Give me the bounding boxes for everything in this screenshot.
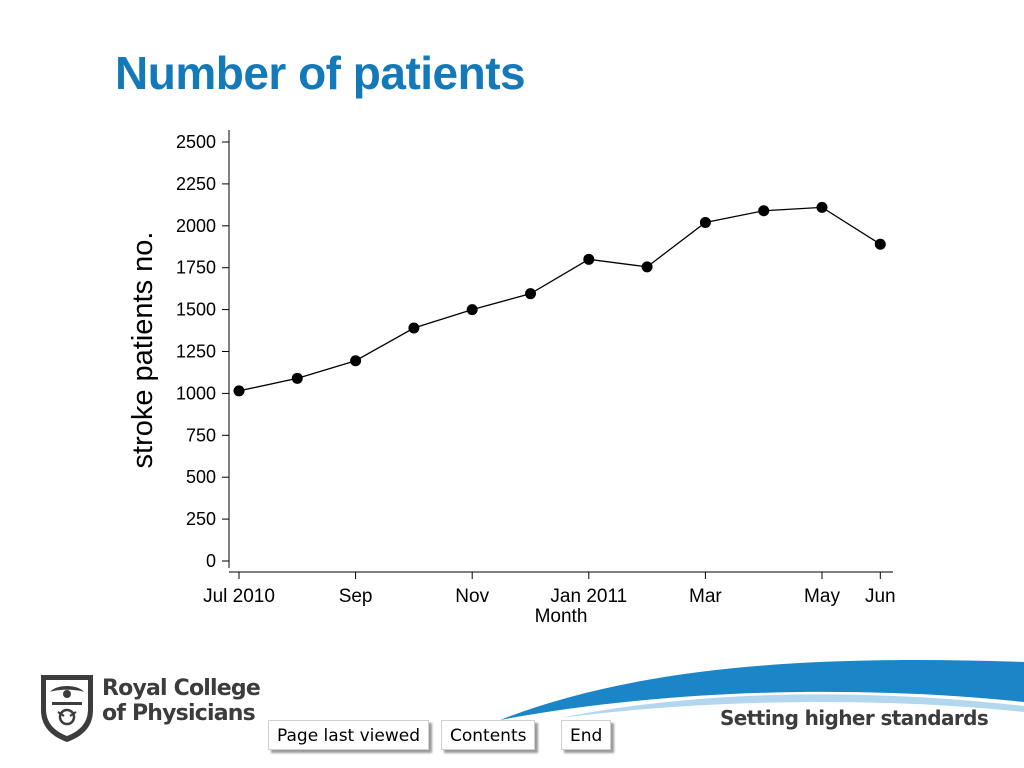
x-tick-label: Jan 2011: [550, 586, 627, 607]
y-tick-label: 1750: [176, 258, 216, 278]
x-tick-label: Sep: [339, 586, 373, 607]
series-layer: [233, 201, 886, 397]
x-tick-label: May: [804, 586, 840, 607]
y-tick-label: 750: [186, 425, 216, 445]
data-point: [699, 216, 711, 228]
slide-title: Number of patients: [115, 47, 526, 99]
data-point: [816, 201, 828, 213]
page-last-viewed-button[interactable]: Page last viewed: [268, 720, 430, 750]
data-point: [408, 322, 420, 334]
rcp-logo-text: Royal College of Physicians: [102, 676, 261, 726]
x-tick-label: Nov: [455, 586, 489, 607]
chart-axes: 0 250 500 750 1000 1250 1500 1750 2000 2250 2500 Ju…: [176, 130, 896, 607]
y-tick-label: 1250: [176, 342, 216, 362]
x-tick-label: Mar: [689, 586, 722, 607]
data-point: [583, 253, 595, 265]
series-line: [238, 206, 881, 392]
x-axis-label: Month: [535, 606, 588, 627]
y-tick-label: 2000: [176, 216, 216, 236]
logo-line-2: of Physicians: [102, 701, 256, 726]
y-axis-label: stroke patients no.: [127, 232, 159, 469]
y-tick-label: 500: [186, 467, 216, 487]
data-point: [758, 205, 770, 217]
x-tick-label: Jun: [865, 586, 896, 607]
data-point: [291, 372, 303, 384]
data-point: [874, 238, 886, 250]
data-point: [641, 261, 653, 273]
logo-line-1: Royal College: [102, 676, 261, 701]
y-tick-label: 1000: [176, 383, 216, 403]
rcp-crest-icon: [41, 675, 93, 742]
line-chart: 0 250 500 750 1000 1250 1500 1750 2000 2250 2500 Ju…: [127, 130, 896, 627]
y-tick-label: 1500: [176, 300, 216, 320]
y-tick-label: 2250: [176, 174, 216, 194]
data-point: [466, 304, 478, 316]
data-point: [350, 355, 362, 367]
x-tick-label: Jul 2010: [203, 586, 275, 607]
y-tick-label: 0: [206, 551, 216, 571]
tagline: Setting higher standards: [720, 706, 989, 730]
data-point: [233, 385, 245, 397]
end-button[interactable]: End: [561, 720, 612, 750]
contents-button[interactable]: Contents: [441, 720, 536, 750]
data-point: [525, 288, 536, 300]
y-tick-label: 2500: [176, 132, 216, 152]
y-tick-label: 250: [186, 509, 216, 529]
